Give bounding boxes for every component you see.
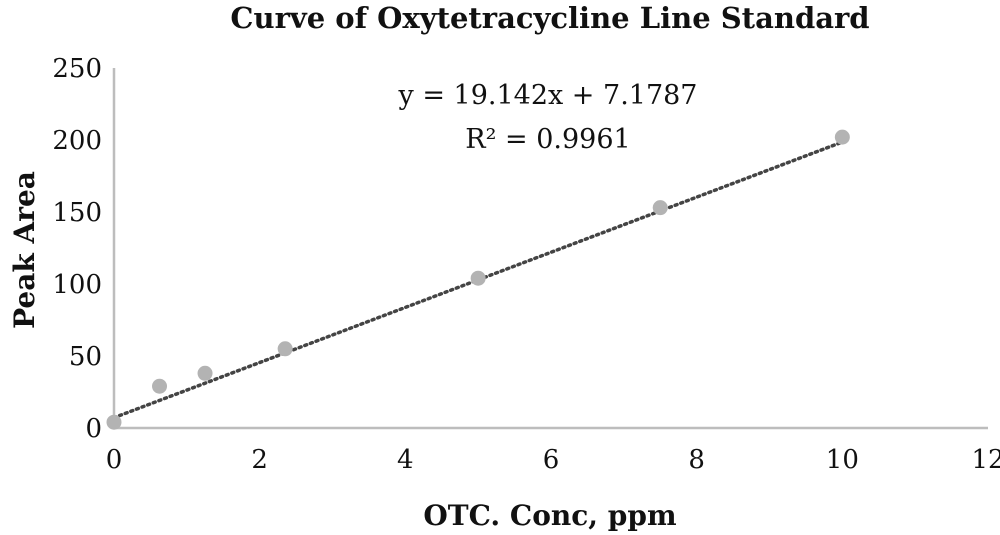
r-squared-label: R² = 0.9961 (465, 124, 630, 155)
x-tick-label: 0 (106, 445, 123, 475)
data-point (277, 341, 293, 357)
x-tick-label: 8 (688, 445, 705, 475)
data-point (197, 365, 213, 381)
x-tick-label: 12 (971, 445, 1000, 475)
trendline-equation: y = 19.142x + 7.1787 (397, 80, 697, 111)
x-axis-label: OTC. Conc, ppm (423, 499, 676, 532)
y-tick-label: 50 (69, 342, 102, 372)
y-tick-label: 100 (52, 270, 102, 300)
data-point (152, 378, 168, 394)
y-tick-label: 250 (52, 54, 102, 84)
x-tick-label: 6 (543, 445, 560, 475)
y-tick-label: 0 (85, 414, 102, 444)
x-tick-labels: 0 2 4 6 8 10 12 (106, 445, 1000, 475)
data-points (106, 129, 850, 430)
y-tick-label: 150 (52, 198, 102, 228)
x-tick-label: 10 (826, 445, 859, 475)
y-axis-label: Peak Area (8, 171, 41, 329)
y-tick-labels: 0 50 100 150 200 250 (52, 54, 102, 444)
chart-title: Curve of Oxytetracycline Line Standard (230, 1, 869, 35)
y-tick-label: 200 (52, 126, 102, 156)
data-point (834, 129, 850, 145)
x-tick-label: 4 (397, 445, 414, 475)
x-tick-label: 2 (251, 445, 268, 475)
data-point (470, 270, 486, 286)
data-point (106, 414, 122, 430)
data-point (652, 200, 668, 216)
